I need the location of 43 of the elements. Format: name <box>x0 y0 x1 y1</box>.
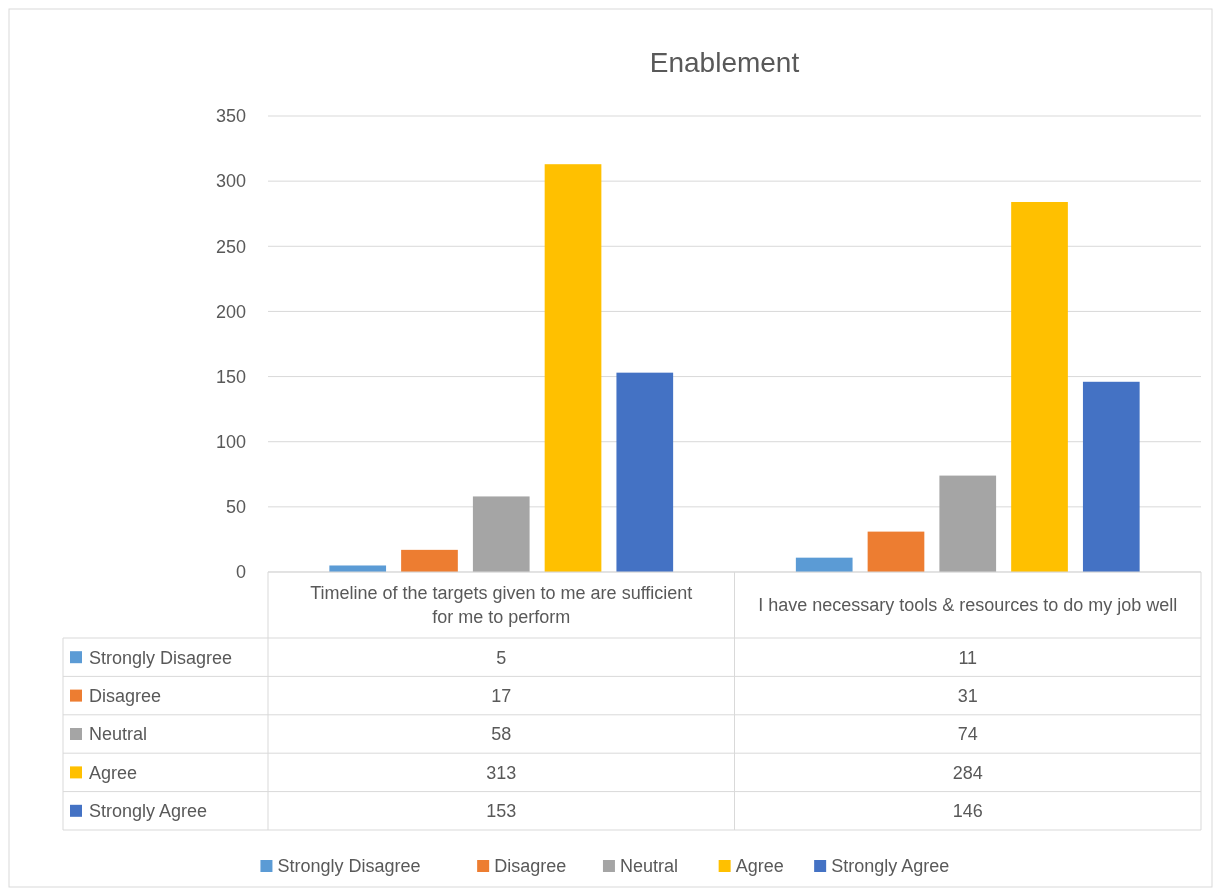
y-tick-label: 250 <box>215 236 246 257</box>
legend-label: Neutral <box>619 856 678 877</box>
y-tick-label: 350 <box>215 106 246 127</box>
chart-title: Enablement <box>649 47 800 78</box>
data-label: 17 <box>491 685 512 706</box>
data-label: 31 <box>957 685 978 706</box>
legend-entry: Strongly Disagree <box>260 856 421 877</box>
data-label: 11 <box>958 647 978 668</box>
legend-entry: Disagree <box>477 856 567 877</box>
data-label: 74 <box>957 724 978 745</box>
legend-label: Disagree <box>89 685 162 706</box>
y-tick-label: 100 <box>215 432 246 453</box>
data-label: 153 <box>486 801 517 822</box>
x-tick-label: Timeline of the targets given to me are sufficient for me to perform <box>310 583 693 628</box>
bar <box>329 565 387 572</box>
bar <box>544 164 602 572</box>
text: Agree <box>89 762 138 783</box>
legend-entry: Agree <box>718 856 784 877</box>
bar <box>867 531 925 572</box>
data-label: 313 <box>486 762 517 783</box>
bar <box>939 475 997 572</box>
text: Strongly Agree <box>89 801 208 822</box>
legend-entry: Strongly Agree <box>814 856 950 877</box>
legend-entry: Neutral <box>602 856 678 877</box>
text: Neutral <box>89 724 148 745</box>
data-label: 284 <box>952 762 983 783</box>
bar <box>616 372 674 572</box>
bar <box>1082 381 1140 572</box>
bar <box>795 557 853 572</box>
data-label: 5 <box>496 647 507 668</box>
y-tick-label: 200 <box>215 301 246 322</box>
x-tick-label: I have necessary tools & resources to do my job well <box>758 595 1178 616</box>
data-label: 58 <box>491 724 512 745</box>
data-label: 146 <box>952 801 983 822</box>
y-tick-label: 150 <box>215 366 246 387</box>
y-tick-label: 0 <box>235 562 246 583</box>
y-tick-label: 300 <box>215 171 246 192</box>
bar <box>472 496 530 572</box>
y-tick-label: 50 <box>225 497 246 518</box>
bar <box>1011 201 1068 572</box>
bar <box>401 549 458 572</box>
legend-label: Agree <box>735 856 784 877</box>
legend-label: Strongly Disagree <box>89 647 233 668</box>
